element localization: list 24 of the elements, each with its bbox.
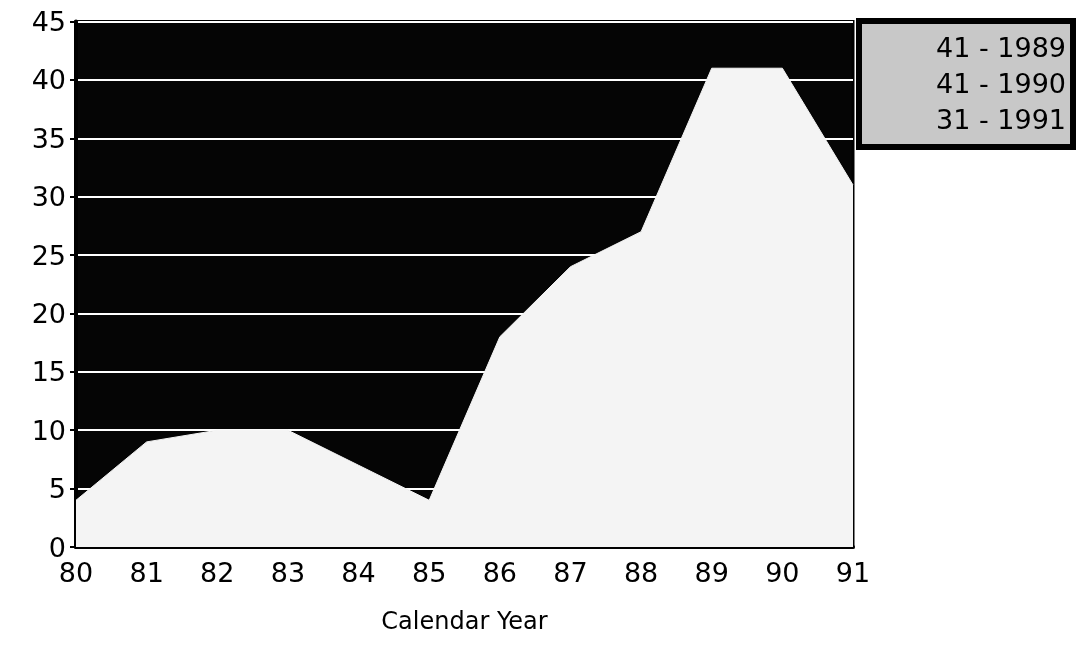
x-tick-label: 82 [200, 557, 235, 588]
x-tick-label: 85 [412, 557, 447, 588]
y-tick-label: 5 [48, 473, 66, 505]
text: 31 - 1991 [935, 103, 1066, 137]
y-tick-label: 25 [31, 239, 66, 271]
x-tick-label: 90 [765, 557, 800, 588]
y-tick-label: 40 [31, 64, 66, 96]
y-tick-label: 45 [31, 6, 66, 37]
y-tick-label: 35 [31, 122, 66, 154]
x-tick-label: 84 [341, 557, 376, 588]
y-tick-label: 30 [31, 181, 66, 213]
x-tick-label: 86 [482, 557, 517, 588]
x-tick-label: 91 [835, 557, 871, 588]
x-tick-label: 87 [553, 557, 588, 588]
y-tick-label: 10 [31, 414, 66, 446]
x-tick-label: 88 [623, 557, 659, 588]
x-tick-label: 81 [129, 557, 164, 588]
x-tick-label: 83 [270, 557, 306, 588]
y-tick-label: 15 [31, 356, 66, 388]
text: 41 - 1989 [935, 31, 1066, 65]
y-tick-label: 20 [31, 297, 66, 329]
x-axis-title: Calendar Year [381, 607, 548, 635]
x-tick-label: 89 [694, 557, 729, 588]
text: 41 - 1990 [935, 67, 1066, 101]
